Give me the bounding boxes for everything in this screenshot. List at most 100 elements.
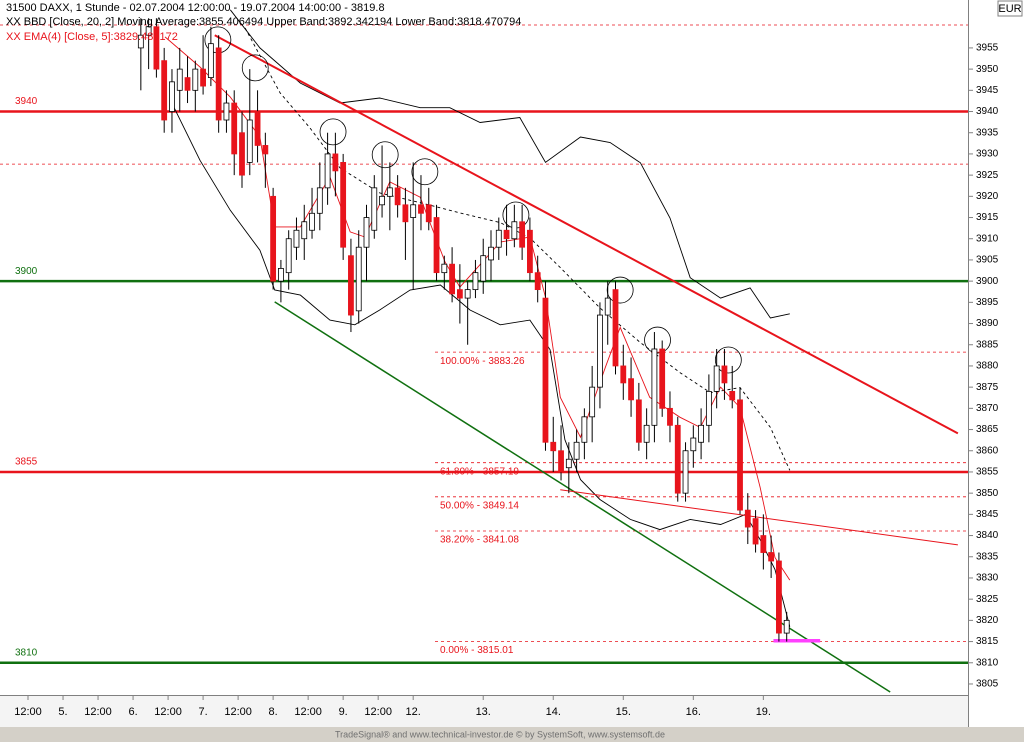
y-tick-label: 3900 xyxy=(976,276,999,287)
x-tick-label: 12:00 xyxy=(84,706,112,718)
candle-body xyxy=(635,399,642,443)
indicator-line xyxy=(169,99,791,627)
y-tick-label: 3955 xyxy=(976,43,999,54)
candle-body xyxy=(612,289,619,367)
y-tick-label: 3880 xyxy=(976,361,999,372)
y-tick-label: 3835 xyxy=(976,551,999,562)
candle-body xyxy=(737,399,743,511)
y-tick-label: 3945 xyxy=(976,85,999,96)
candle-body xyxy=(729,390,736,401)
y-tick-label: 3850 xyxy=(976,488,999,499)
indicator-label: XX EMA(4) [Close, 5]:3829.483172 xyxy=(6,31,178,43)
candle-body xyxy=(278,268,284,282)
candle-body xyxy=(145,26,152,36)
candle-body xyxy=(371,187,378,231)
candle-body xyxy=(231,102,238,155)
candle-body xyxy=(215,47,222,121)
candle-body xyxy=(301,221,308,240)
candle-body xyxy=(597,314,603,388)
candle-body xyxy=(667,407,673,426)
candle-body xyxy=(363,217,370,248)
candle-body xyxy=(449,263,455,295)
candle-body xyxy=(542,297,549,443)
candle-body xyxy=(441,263,448,274)
candle-body xyxy=(768,552,775,562)
marker-circle xyxy=(241,54,269,82)
header: 31500 DAXX, 1 Stunde - 02.07.2004 12:00:… xyxy=(6,2,521,43)
y-tick-label: 3925 xyxy=(976,170,999,181)
candle-body xyxy=(418,204,424,214)
candle-body xyxy=(744,509,751,528)
fib-label: 38.20% - 3841.08 xyxy=(440,535,519,546)
candle-body xyxy=(332,153,339,172)
y-tick-label: 3860 xyxy=(976,445,999,456)
y-tick-label: 3875 xyxy=(976,382,999,393)
candle-body xyxy=(519,221,526,248)
candle-body xyxy=(480,255,487,282)
candle-body xyxy=(176,68,183,91)
level-label: 3810 xyxy=(15,647,38,658)
y-tick-label: 3895 xyxy=(976,297,999,308)
candle-body xyxy=(153,26,160,70)
candle-body xyxy=(270,195,277,282)
candle-body xyxy=(503,229,510,240)
plot: 100.00% - 3883.2661.80% - 3857.1950.00% … xyxy=(0,9,968,693)
x-tick-label: 19. xyxy=(756,706,771,718)
x-tick-label: 7. xyxy=(198,706,207,718)
candle-body xyxy=(348,255,354,316)
candle-body xyxy=(690,437,697,452)
candle-body xyxy=(752,518,759,545)
candle-body xyxy=(386,187,393,197)
candle-body xyxy=(550,441,557,452)
y-tick-label: 3815 xyxy=(976,636,999,647)
fib-label: 50.00% - 3849.14 xyxy=(440,500,519,511)
candle-body xyxy=(161,60,168,121)
candle-body xyxy=(464,289,471,299)
candle-body xyxy=(674,424,681,494)
x-tick-label: 12:00 xyxy=(154,706,182,718)
candle-body xyxy=(223,102,230,121)
candle-body xyxy=(511,221,518,240)
y-tick-label: 3830 xyxy=(976,573,999,584)
footer-bar xyxy=(0,727,1024,742)
candle-body xyxy=(324,153,331,189)
candle-body xyxy=(246,119,253,163)
candle-body xyxy=(604,297,611,316)
marker-circle xyxy=(644,326,671,354)
candle-body xyxy=(628,378,634,401)
level-label: 3940 xyxy=(15,96,38,107)
candle-body xyxy=(760,535,767,553)
candle-body xyxy=(698,424,704,443)
candle-body xyxy=(534,272,541,291)
candle-body xyxy=(472,272,479,291)
candle-body xyxy=(433,217,440,274)
x-tick-label: 15. xyxy=(616,706,631,718)
candle-body xyxy=(456,289,463,299)
candle-body xyxy=(581,416,588,443)
candle-body xyxy=(254,111,261,146)
y-tick-label: 3805 xyxy=(976,679,999,690)
candle-body xyxy=(495,229,502,248)
y-tick-label: 3820 xyxy=(976,615,999,626)
y-tick-label: 3950 xyxy=(976,64,999,75)
candle-body xyxy=(721,365,728,384)
marker-circle xyxy=(411,158,439,186)
y-axis-area xyxy=(968,0,1024,727)
currency-box xyxy=(997,0,1023,17)
candle-body xyxy=(776,560,782,634)
candle-body xyxy=(783,619,790,634)
candle-body xyxy=(402,204,409,223)
candle-body xyxy=(651,348,658,426)
y-tick-label: 3855 xyxy=(976,467,999,478)
candle-body xyxy=(573,441,580,460)
y-tick-label: 3825 xyxy=(976,594,999,605)
subtitle: XX BBD [Close, 20, 2] Moving Average:385… xyxy=(6,16,521,28)
candle-body xyxy=(207,43,214,78)
candle-body xyxy=(527,229,533,274)
x-tick-label: 5. xyxy=(58,706,67,718)
candle-body xyxy=(340,162,347,248)
x-tick-label: 9. xyxy=(339,706,348,718)
marker-circle xyxy=(319,118,347,146)
candle-body xyxy=(239,132,245,176)
